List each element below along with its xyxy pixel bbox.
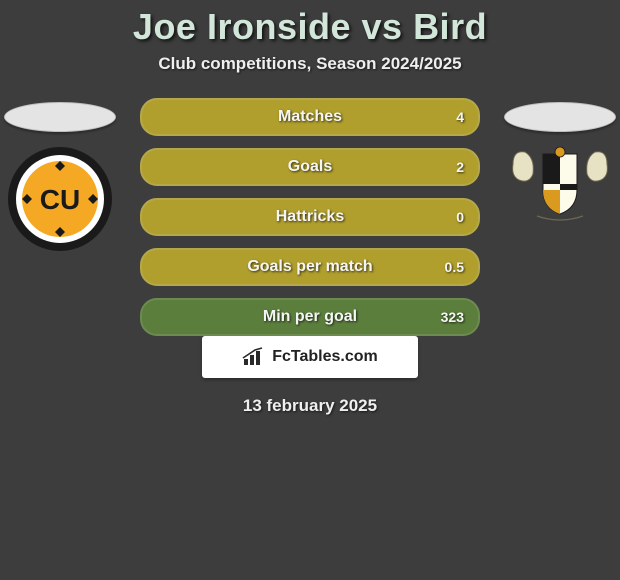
bar-chart-icon [242,347,266,367]
vs-label: vs [362,6,403,47]
stat-label: Matches [142,108,478,126]
stat-label: Min per goal [142,308,478,326]
comparison-body: CU Matches4 Goals2 Hattricks0 Goals per mat… [0,98,620,318]
stat-rows: Matches4Goals2Hattricks0Goals per match0… [140,98,480,336]
right-column [500,98,620,318]
stat-right-value: 0 [456,209,464,225]
player2-club-crest [507,146,613,252]
brand-text: FcTables.com [272,348,378,366]
brand-badge[interactable]: FcTables.com [202,336,418,378]
stat-right-value: 2 [456,159,464,175]
stat-right-value: 0.5 [445,259,464,275]
comparison-infographic: { "title": { "player1": "Joe Ironside", … [0,0,620,580]
stat-row-hattricks: Hattricks0 [140,198,480,236]
stat-right-value: 4 [456,109,464,125]
player2-name: Bird [413,6,487,47]
player1-photo-placeholder [4,102,116,132]
page-title: Joe Ironside vs Bird [0,0,620,48]
stat-right-value: 323 [441,309,464,325]
stat-label: Goals [142,158,478,176]
left-column: CU [0,98,120,318]
subtitle: Club competitions, Season 2024/2025 [0,54,620,74]
player1-club-crest: CU [7,146,113,252]
player2-photo-placeholder [504,102,616,132]
date-label: 13 february 2025 [0,396,620,416]
player1-name: Joe Ironside [133,6,351,47]
stat-row-goals-per-match: Goals per match0.5 [140,248,480,286]
stat-row-goals: Goals2 [140,148,480,186]
stat-row-matches: Matches4 [140,98,480,136]
stat-row-min-per-goal: Min per goal323 [140,298,480,336]
stat-label: Hattricks [142,208,478,226]
svg-text:CU: CU [40,184,80,215]
stat-label: Goals per match [142,258,478,276]
